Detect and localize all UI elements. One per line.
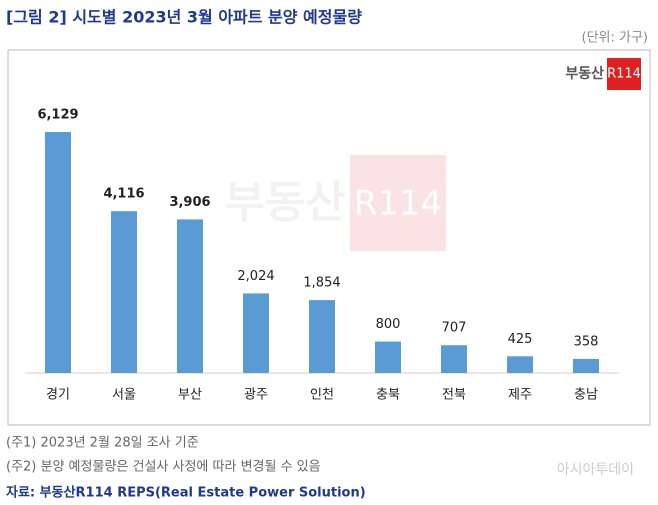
watermark: 아시아투데이 (557, 462, 634, 478)
bar (441, 345, 467, 373)
x-tick-label: 광주 (244, 388, 268, 403)
value-label: 6,129 (37, 108, 78, 123)
chart-title: [그림 2] 시도별 2023년 3월 아파트 분양 예정물량 (6, 8, 362, 27)
logo-badge-text: R114 (607, 67, 641, 82)
x-tick-label: 충북 (376, 388, 400, 403)
x-tick-label: 경기 (46, 388, 70, 403)
bar (507, 356, 533, 373)
note: (주2) 분양 예정물량은 건설사 사정에 따라 변경될 수 있음 (6, 460, 321, 475)
value-label: 425 (508, 332, 533, 347)
watermark-logo-badge (350, 155, 446, 251)
watermark-logo-text: 부동산 (224, 177, 345, 228)
bar (45, 132, 71, 373)
bar (375, 341, 401, 373)
value-label: 358 (574, 334, 599, 349)
value-label: 3,906 (169, 195, 210, 210)
bar (573, 358, 599, 373)
value-label: 707 (442, 321, 467, 336)
bar (177, 219, 203, 373)
watermark-logo: 부동산 R114 (224, 155, 446, 251)
logo-text: 부동산 (565, 65, 604, 82)
x-tick-label: 서울 (112, 388, 136, 403)
value-label: 1,854 (303, 276, 340, 291)
bar (309, 300, 335, 373)
chart-frame (7, 49, 651, 426)
logo-badge (607, 58, 641, 90)
value-label: 4,116 (103, 187, 144, 202)
unit-label: (단위: 가구) (582, 31, 649, 46)
bar (243, 293, 269, 373)
note: (주1) 2023년 2월 28일 조사 기준 (6, 436, 199, 451)
x-tick-label: 충남 (574, 388, 598, 403)
value-label: 2,024 (237, 269, 274, 284)
source: 자료: 부동산R114 REPS(Real Estate Power Solut… (6, 485, 366, 501)
x-tick-label: 인천 (310, 388, 334, 403)
x-tick-label: 제주 (508, 388, 532, 403)
watermark-logo-badge-text: R114 (354, 184, 443, 224)
x-tick-label: 전북 (442, 388, 466, 403)
bar (111, 211, 137, 373)
x-tick-label: 부산 (178, 388, 202, 403)
value-label: 800 (376, 317, 401, 332)
